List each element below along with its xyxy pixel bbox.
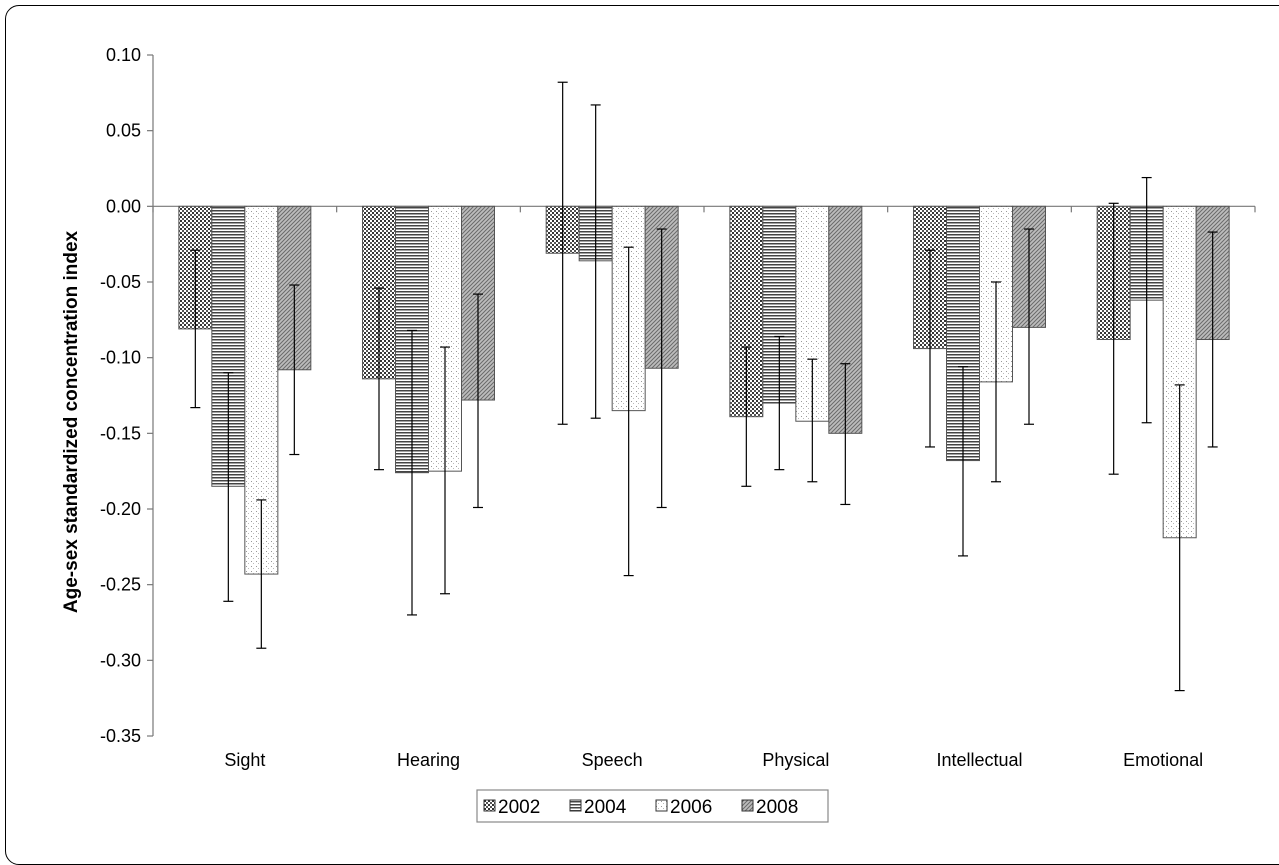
legend-label: 2006 [670,797,712,818]
category-label: Physical [762,750,829,770]
y-tick-label: -0.20 [100,499,141,519]
y-tick-label: -0.10 [100,348,141,368]
bars [178,205,1230,575]
y-tick-label: -0.25 [100,575,141,595]
y-tick-label: 0.10 [106,45,141,65]
error-bars [190,81,1218,692]
legend: 2002 2004 2006 2008 [476,789,829,823]
category-label: Emotional [1123,750,1203,770]
y-tick-label: -0.05 [100,272,141,292]
category-label: Intellectual [936,750,1022,770]
legend-label: 2008 [756,797,798,818]
legend-label: 2004 [584,797,627,818]
legend-box [476,789,829,823]
y-tick-label: -0.35 [100,726,141,746]
legend-swatch [569,799,582,812]
y-tick-label: 0.05 [106,121,141,141]
axes [147,54,1256,737]
legend-swatch [741,799,754,812]
y-tick-label: -0.30 [100,650,141,670]
chart: Age-sex standardized concentration index… [61,45,1256,823]
y-tick-label: -0.15 [100,423,141,443]
category-label: Sight [224,750,265,770]
legend-swatch [655,799,668,812]
y-tick-label: 0.00 [106,196,141,216]
category-label: Hearing [397,750,460,770]
legend-label: 2002 [498,797,540,818]
category-label: Speech [582,750,643,770]
tick-labels: 0.10 0.05 0.00 -0.05 -0.10 -0.15 -0.20 -0.25 -0.… [100,45,1203,770]
y-axis-title: Age-sex standardized concentration index [61,230,82,613]
legend-swatch [483,799,496,812]
